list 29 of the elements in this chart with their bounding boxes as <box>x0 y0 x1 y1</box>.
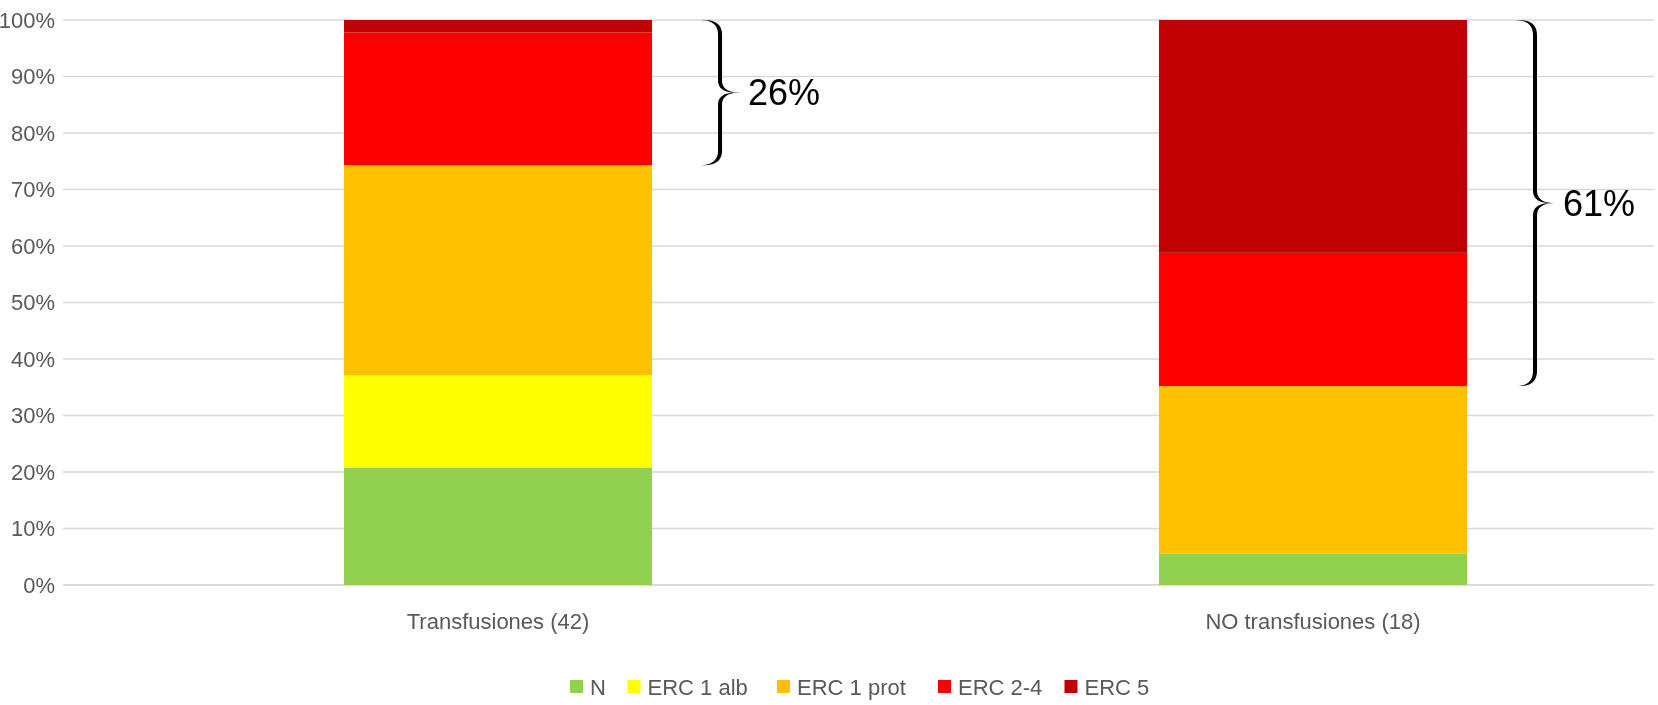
bar <box>344 467 653 585</box>
bar <box>1158 20 1467 253</box>
y-tick-label: 0% <box>23 572 55 598</box>
x-tick-label: NO transfusiones (18) <box>1205 608 1421 634</box>
legend-label: ERC 1 alb <box>647 674 748 700</box>
y-tick-label: 30% <box>10 403 55 429</box>
y-tick-label: 60% <box>10 233 55 259</box>
y-tick-label: 10% <box>10 516 55 542</box>
y-tick-label: 90% <box>10 64 55 90</box>
x-tick-label: Transfusiones (42) <box>406 608 590 634</box>
legend-label: ERC 5 <box>1084 674 1150 700</box>
legend-label: ERC 1 prot <box>797 674 906 700</box>
annotation: 61% <box>1563 182 1636 224</box>
y-tick-label: 80% <box>10 120 55 146</box>
y-tick-label: 100% <box>0 7 55 33</box>
bar <box>344 32 653 166</box>
bar <box>344 375 653 468</box>
y-tick-label: 50% <box>10 290 55 316</box>
bar <box>344 165 653 376</box>
bar <box>344 20 653 33</box>
y-tick-label: 70% <box>10 177 55 203</box>
y-tick-label: 40% <box>10 346 55 372</box>
bar <box>1158 386 1467 554</box>
bar <box>1158 553 1467 585</box>
annotation: 26% <box>748 72 821 114</box>
y-tick-label: 20% <box>10 459 55 485</box>
legend-label: N <box>590 674 606 700</box>
bar <box>1158 252 1467 387</box>
legend-label: ERC 2-4 <box>958 674 1043 700</box>
